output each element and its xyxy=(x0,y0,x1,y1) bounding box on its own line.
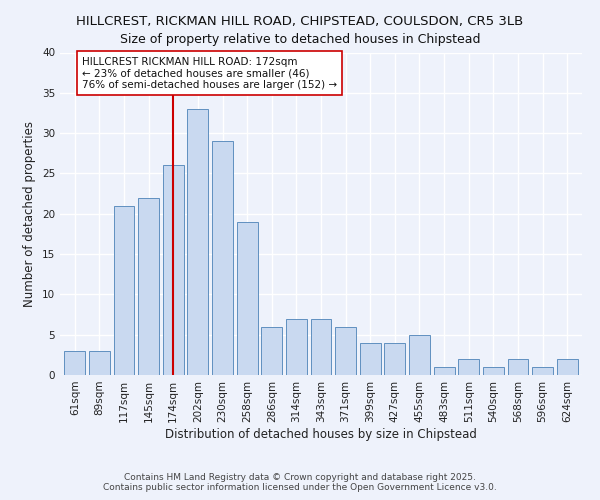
Bar xyxy=(434,367,455,375)
Bar xyxy=(532,367,553,375)
Bar xyxy=(335,326,356,375)
Bar xyxy=(89,351,110,375)
Bar xyxy=(64,351,85,375)
Bar xyxy=(557,359,578,375)
Bar xyxy=(236,222,257,375)
Bar xyxy=(409,334,430,375)
Bar xyxy=(138,198,159,375)
Bar xyxy=(360,343,381,375)
X-axis label: Distribution of detached houses by size in Chipstead: Distribution of detached houses by size … xyxy=(165,428,477,440)
Y-axis label: Number of detached properties: Number of detached properties xyxy=(23,120,37,306)
Bar xyxy=(113,206,134,375)
Bar xyxy=(311,318,331,375)
Text: Size of property relative to detached houses in Chipstead: Size of property relative to detached ho… xyxy=(120,32,480,46)
Bar xyxy=(163,166,184,375)
Bar xyxy=(385,343,406,375)
Text: Contains HM Land Registry data © Crown copyright and database right 2025.
Contai: Contains HM Land Registry data © Crown c… xyxy=(103,473,497,492)
Bar xyxy=(458,359,479,375)
Bar xyxy=(187,109,208,375)
Text: HILLCREST, RICKMAN HILL ROAD, CHIPSTEAD, COULSDON, CR5 3LB: HILLCREST, RICKMAN HILL ROAD, CHIPSTEAD,… xyxy=(76,15,524,28)
Bar xyxy=(286,318,307,375)
Bar xyxy=(483,367,504,375)
Bar xyxy=(261,326,282,375)
Bar xyxy=(508,359,529,375)
Bar xyxy=(212,141,233,375)
Text: HILLCREST RICKMAN HILL ROAD: 172sqm
← 23% of detached houses are smaller (46)
76: HILLCREST RICKMAN HILL ROAD: 172sqm ← 23… xyxy=(82,56,337,90)
